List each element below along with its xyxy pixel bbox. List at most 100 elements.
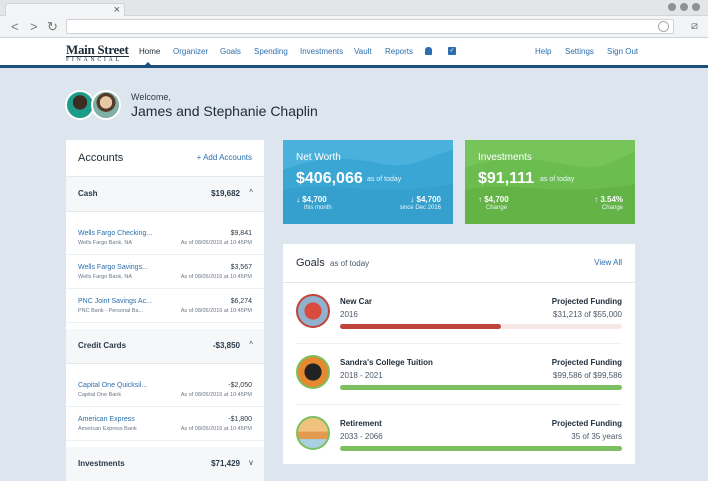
account-name[interactable]: American Express xyxy=(78,416,135,423)
goal-name[interactable]: Retirement xyxy=(340,419,382,428)
goal-name[interactable]: Sandra's College Tuition xyxy=(340,358,433,367)
account-bank: Capital One Bank xyxy=(78,392,122,398)
extension-icon[interactable]: ⧄ xyxy=(691,20,698,32)
back-icon[interactable]: < xyxy=(11,19,19,34)
bell-icon[interactable] xyxy=(425,47,432,55)
goals-panel: Goals as of today View All New Car 2016 … xyxy=(283,244,635,464)
address-bar[interactable] xyxy=(66,19,674,34)
section-amount: $71,429 xyxy=(211,459,240,468)
browser-toolbar: < > ↻ ⧄ xyxy=(0,16,708,38)
forward-icon[interactable]: > xyxy=(30,19,38,34)
nav-vault[interactable]: Vault xyxy=(354,47,372,56)
add-accounts-button[interactable]: + Add Accounts xyxy=(196,153,252,162)
account-name[interactable]: Wells Fargo Savings... xyxy=(78,264,148,271)
wave-decoration xyxy=(465,140,635,224)
card-value: $406,066 xyxy=(296,170,363,187)
card-right-label: since Dec 2016 xyxy=(399,205,441,211)
investments-card[interactable]: Investments $91,111 as of today ↑ $4,700… xyxy=(465,140,635,224)
nav-settings[interactable]: Settings xyxy=(565,47,594,56)
account-name[interactable]: PNC Joint Savings Ac... xyxy=(78,298,152,305)
goal-years: 2016 xyxy=(340,310,358,319)
window-dot-icon[interactable] xyxy=(680,3,688,11)
logo-main: Main Street xyxy=(66,42,129,57)
card-right-label: Change xyxy=(601,205,623,211)
goal-progress-track xyxy=(340,324,622,329)
account-name[interactable]: Wells Fargo Checking... xyxy=(78,230,153,237)
account-name[interactable]: Capital One Quicksil... xyxy=(78,382,148,389)
avatar xyxy=(91,90,121,120)
account-date: As of 08/05/2016 at 10:45PM xyxy=(180,240,252,246)
nav-reports[interactable]: Reports xyxy=(385,47,414,56)
account-amount: -$2,050 xyxy=(228,382,252,389)
goal-row[interactable]: Sandra's College Tuition 2018 - 2021 Pro… xyxy=(283,343,635,403)
nav-help[interactable]: Help xyxy=(535,47,552,56)
chevron-up-icon[interactable]: ^ xyxy=(249,188,253,197)
goal-name[interactable]: New Car xyxy=(340,297,373,306)
goals-title: Goals xyxy=(296,257,325,269)
account-bank: Wells Fargo Bank, NA xyxy=(78,274,133,280)
graduation-icon xyxy=(296,355,330,389)
nav-organizer[interactable]: Organizer xyxy=(173,47,209,56)
accounts-title: Accounts xyxy=(78,152,124,164)
avatar xyxy=(65,90,95,120)
spacer xyxy=(66,364,264,373)
beach-icon xyxy=(296,416,330,450)
nav-home[interactable]: Home xyxy=(139,47,161,56)
user-name: James and Stephanie Chaplin xyxy=(131,103,318,119)
account-item[interactable]: PNC Joint Savings Ac... PNC Bank - Perso… xyxy=(66,289,264,323)
window-controls xyxy=(668,3,700,11)
logo-sub: FINANCIAL xyxy=(66,56,129,64)
card-value: $91,111 xyxy=(478,170,535,187)
account-item[interactable]: Wells Fargo Savings... Wells Fargo Bank,… xyxy=(66,255,264,289)
checkbox-icon[interactable]: ✓ xyxy=(448,47,456,55)
window-dot-icon[interactable] xyxy=(692,3,700,11)
active-nav-indicator xyxy=(143,62,153,67)
account-date: As of 08/05/2016 at 10:45PM xyxy=(180,426,252,432)
chevron-up-icon[interactable]: ^ xyxy=(249,340,253,349)
goal-row[interactable]: New Car 2016 Projected Funding $31,213 o… xyxy=(283,282,635,342)
welcome-greeting: Welcome, xyxy=(131,92,171,102)
account-amount: -$1,800 xyxy=(228,416,252,423)
window-dot-icon[interactable] xyxy=(668,3,676,11)
accounts-section-credit-cards[interactable]: Credit Cards -$3,850 ^ xyxy=(66,329,264,364)
reload-icon[interactable]: ↻ xyxy=(47,19,58,34)
browser-tab-bar: × xyxy=(0,0,708,17)
card-title: Investments xyxy=(478,152,532,163)
view-all-link[interactable]: View All xyxy=(594,258,622,267)
divider xyxy=(283,282,635,283)
spacer xyxy=(66,212,264,221)
wave-decoration xyxy=(283,140,453,224)
logo[interactable]: Main Street FINANCIAL xyxy=(66,43,129,64)
accounts-section-cash[interactable]: Cash $19,682 ^ xyxy=(66,177,264,212)
close-tab-icon[interactable]: × xyxy=(113,4,120,16)
nav-goals[interactable]: Goals xyxy=(220,47,241,56)
nav-spending[interactable]: Spending xyxy=(254,47,288,56)
account-item[interactable]: American Express American Express Bank -… xyxy=(66,407,264,441)
account-amount: $9,841 xyxy=(230,230,252,237)
net-worth-card[interactable]: Net Worth $406,066 as of today ↓ $4,700 … xyxy=(283,140,453,224)
account-amount: $6,274 xyxy=(230,298,252,305)
accounts-header: Accounts + Add Accounts xyxy=(66,140,264,177)
divider xyxy=(296,343,622,344)
account-item[interactable]: Capital One Quicksil... Capital One Bank… xyxy=(66,373,264,407)
card-left-value: ↓ $4,700 xyxy=(296,195,327,204)
accounts-section-investments[interactable]: Investments $71,429 v xyxy=(66,447,264,481)
account-bank: PNC Bank - Personal Ba... xyxy=(78,308,144,314)
card-right-value: ↑ 3.54% xyxy=(594,195,623,204)
car-icon xyxy=(296,294,330,328)
nav-investments[interactable]: Investments xyxy=(300,47,344,56)
account-date: As of 08/05/2016 at 10:45PM xyxy=(180,308,252,314)
nav-sign-out[interactable]: Sign Out xyxy=(607,47,639,56)
chevron-down-icon[interactable]: v xyxy=(249,458,253,467)
card-left-label: Change xyxy=(486,205,508,211)
accounts-panel: Accounts + Add Accounts Cash $19,682 ^ W… xyxy=(66,140,264,481)
section-name: Cash xyxy=(78,189,98,198)
goal-progress-fill xyxy=(340,324,501,329)
goal-row[interactable]: Retirement 2033 - 2066 Projected Funding… xyxy=(283,404,635,464)
goal-projected-label: Projected Funding xyxy=(551,358,622,367)
browser-tab[interactable]: × xyxy=(5,3,125,17)
account-item[interactable]: Wells Fargo Checking... Wells Fargo Bank… xyxy=(66,221,264,255)
goal-years: 2033 - 2066 xyxy=(340,432,383,441)
account-bank: American Express Bank xyxy=(78,426,137,432)
card-asof: as of today xyxy=(367,176,402,183)
